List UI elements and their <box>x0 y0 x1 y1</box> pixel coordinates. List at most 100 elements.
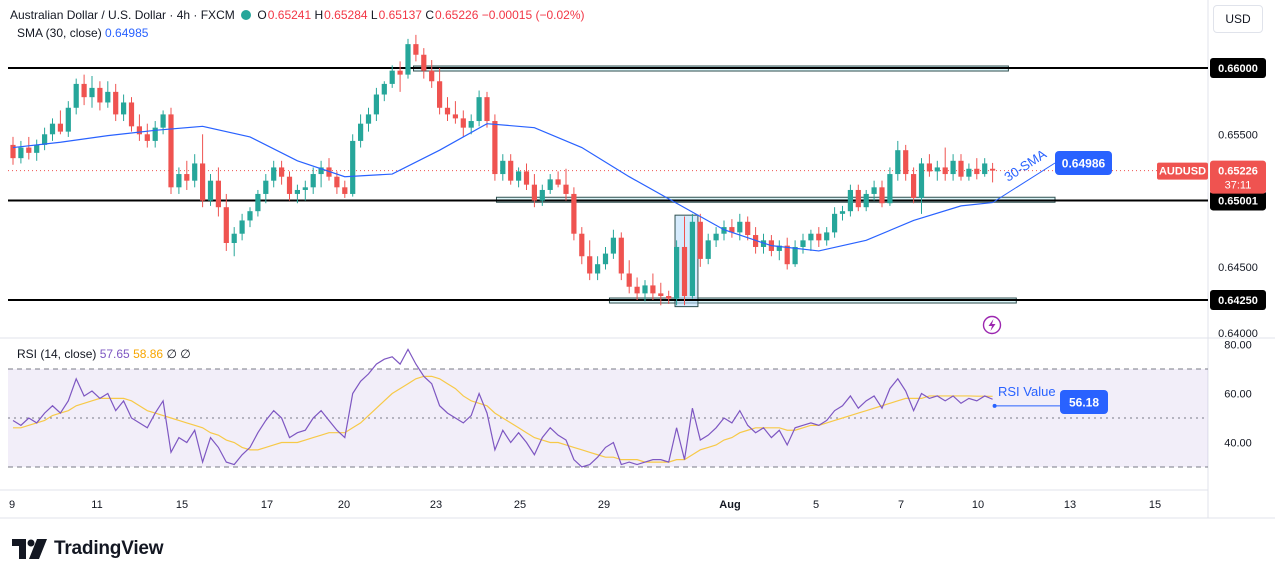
candle[interactable] <box>942 147 948 181</box>
candle[interactable] <box>705 233 711 265</box>
candle[interactable] <box>871 180 877 201</box>
candle[interactable] <box>784 237 790 270</box>
candle[interactable] <box>184 160 190 190</box>
lightning-icon[interactable] <box>982 315 1002 335</box>
candle[interactable] <box>500 154 506 181</box>
candle[interactable] <box>832 207 838 238</box>
candle[interactable] <box>334 171 340 194</box>
candle[interactable] <box>310 167 316 194</box>
candle[interactable] <box>642 280 648 302</box>
candle[interactable] <box>610 229 616 259</box>
candle[interactable] <box>800 233 806 254</box>
candle[interactable] <box>413 34 419 62</box>
candle[interactable] <box>160 110 166 135</box>
candle[interactable] <box>10 136 16 165</box>
candle[interactable] <box>207 174 214 206</box>
candle[interactable] <box>547 174 553 194</box>
candle[interactable] <box>381 81 387 102</box>
candle[interactable] <box>839 205 846 221</box>
candle[interactable] <box>421 48 427 79</box>
candle[interactable] <box>618 232 624 281</box>
candle[interactable] <box>200 134 206 208</box>
candle[interactable] <box>105 81 111 108</box>
candle[interactable] <box>516 167 522 188</box>
candle[interactable] <box>81 74 87 106</box>
candle[interactable] <box>128 97 135 132</box>
candle[interactable] <box>855 184 861 212</box>
candle[interactable] <box>721 220 727 241</box>
candle[interactable] <box>737 213 743 241</box>
candle[interactable] <box>776 240 782 261</box>
candle[interactable] <box>697 213 703 267</box>
candle[interactable] <box>539 184 545 206</box>
candle[interactable] <box>121 94 127 122</box>
candle[interactable] <box>713 227 719 247</box>
candle[interactable] <box>18 140 24 164</box>
candle[interactable] <box>602 246 609 270</box>
candle[interactable] <box>397 61 403 92</box>
candle[interactable] <box>42 127 48 151</box>
candle[interactable] <box>650 273 656 300</box>
candle[interactable] <box>437 68 443 115</box>
candle[interactable] <box>895 140 901 181</box>
candle[interactable] <box>816 227 822 247</box>
candle[interactable] <box>926 154 932 177</box>
candle[interactable] <box>405 38 411 79</box>
candle[interactable] <box>144 123 150 148</box>
candle[interactable] <box>571 187 577 241</box>
candle[interactable] <box>452 101 458 124</box>
candle[interactable] <box>792 240 798 267</box>
candle[interactable] <box>626 260 632 294</box>
candle[interactable] <box>192 154 198 188</box>
sma-legend[interactable]: SMA (30, close) 0.64985 <box>17 26 148 40</box>
candle[interactable] <box>911 167 917 204</box>
candle[interactable] <box>808 229 814 251</box>
candle[interactable] <box>681 216 688 306</box>
candle[interactable] <box>666 290 672 304</box>
candle[interactable] <box>255 189 261 217</box>
candle[interactable] <box>658 282 664 306</box>
candle[interactable] <box>523 163 530 190</box>
candle[interactable] <box>934 160 940 181</box>
candle[interactable] <box>152 121 158 148</box>
candle[interactable] <box>358 114 364 148</box>
candle[interactable] <box>215 167 221 217</box>
currency-button[interactable]: USD <box>1213 5 1263 33</box>
candle[interactable] <box>26 136 32 160</box>
candle[interactable] <box>279 160 285 185</box>
candle[interactable] <box>990 162 996 183</box>
candle[interactable] <box>729 219 735 238</box>
candle[interactable] <box>531 174 537 208</box>
candle[interactable] <box>555 171 561 188</box>
candle[interactable] <box>745 216 751 241</box>
candle[interactable] <box>247 207 253 228</box>
candle[interactable] <box>579 227 585 265</box>
candle[interactable] <box>879 180 885 208</box>
candle[interactable] <box>302 180 308 201</box>
candle[interactable] <box>373 87 379 122</box>
candle[interactable] <box>271 160 277 188</box>
candle[interactable] <box>508 154 514 185</box>
candle[interactable] <box>918 158 925 214</box>
candle[interactable] <box>49 118 56 141</box>
candle[interactable] <box>863 189 869 212</box>
candle[interactable] <box>263 174 269 204</box>
candle[interactable] <box>73 78 79 115</box>
candle[interactable] <box>492 114 498 181</box>
candle[interactable] <box>223 193 229 251</box>
candle[interactable] <box>903 144 909 181</box>
candle[interactable] <box>168 107 174 194</box>
candle[interactable] <box>484 91 490 128</box>
candle[interactable] <box>89 75 95 108</box>
candle[interactable] <box>974 158 980 180</box>
candle[interactable] <box>326 158 332 181</box>
rsi-pane[interactable]: RSI Value 56.18 <box>8 348 1208 468</box>
candle[interactable] <box>824 227 830 246</box>
candle[interactable] <box>760 233 767 254</box>
candle[interactable] <box>887 167 893 206</box>
candle[interactable] <box>65 101 71 137</box>
candle[interactable] <box>97 81 103 111</box>
candle[interactable] <box>231 227 237 257</box>
symbol-legend[interactable]: Australian Dollar / U.S. Dollar · 4h · F… <box>10 8 584 22</box>
